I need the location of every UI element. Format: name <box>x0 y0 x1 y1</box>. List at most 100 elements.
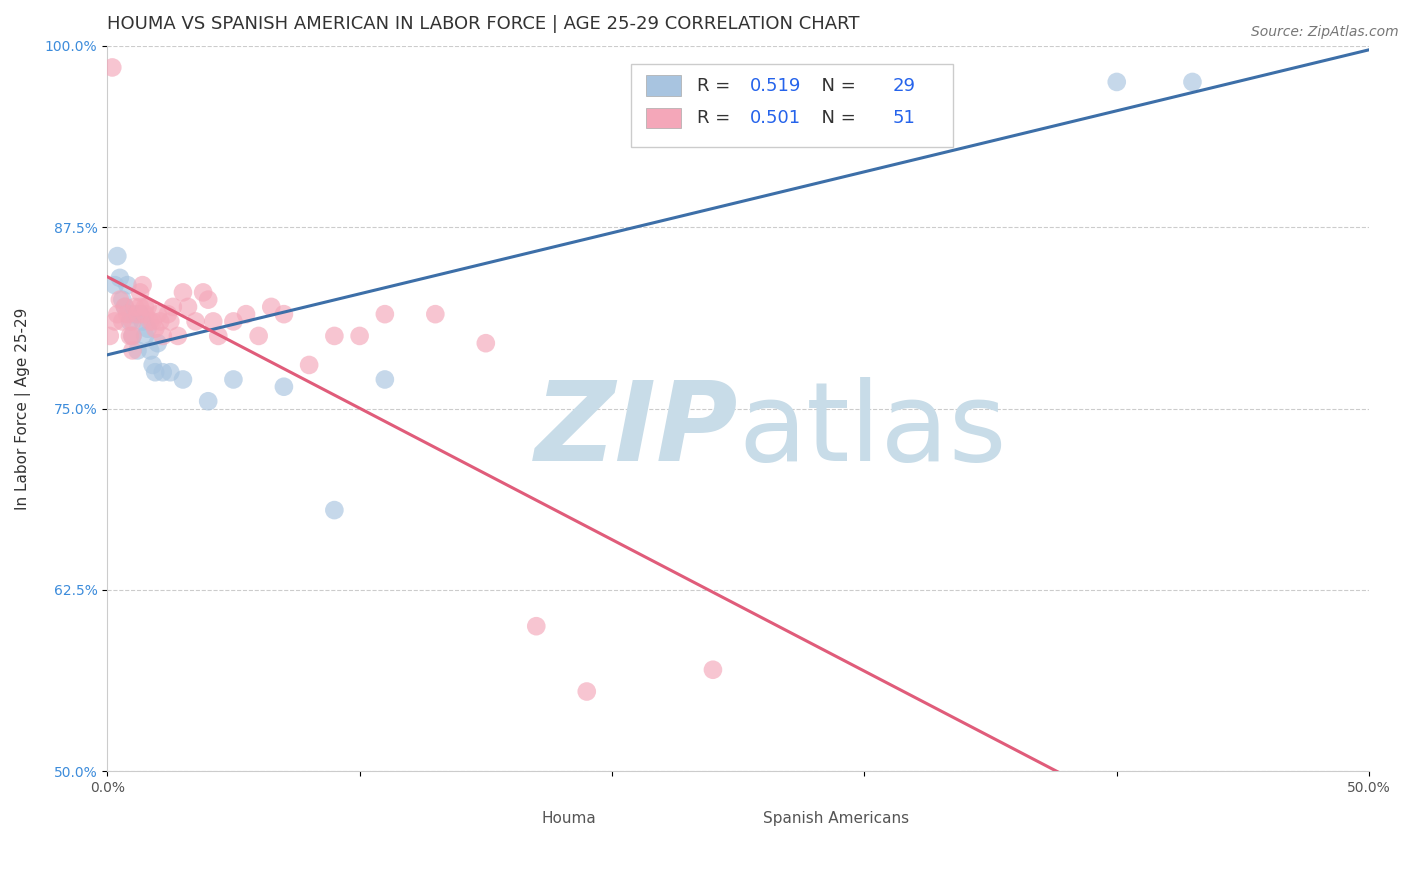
Point <box>177 300 200 314</box>
Point <box>117 307 139 321</box>
Point <box>114 300 136 314</box>
Point <box>134 329 156 343</box>
Point <box>191 285 214 300</box>
Point <box>118 314 141 328</box>
Point <box>273 380 295 394</box>
Point <box>146 336 169 351</box>
Point <box>197 293 219 307</box>
Point <box>104 314 127 328</box>
Point <box>149 314 172 328</box>
Point <box>524 619 547 633</box>
Point <box>121 343 143 358</box>
Point <box>172 372 194 386</box>
Point <box>374 372 396 386</box>
Point <box>202 314 225 328</box>
Point <box>121 307 143 321</box>
Text: N =: N = <box>810 109 862 128</box>
Point <box>152 329 174 343</box>
Point <box>111 314 134 328</box>
Point <box>374 307 396 321</box>
Point <box>129 307 152 321</box>
Point <box>156 307 179 321</box>
Point <box>172 285 194 300</box>
Text: ZIP: ZIP <box>534 376 738 483</box>
Point <box>142 358 165 372</box>
Text: 51: 51 <box>893 109 915 128</box>
Point <box>124 300 146 314</box>
Point <box>101 61 124 75</box>
FancyBboxPatch shape <box>492 810 530 828</box>
Point <box>105 307 128 321</box>
Point <box>222 372 245 386</box>
Text: R =: R = <box>696 109 735 128</box>
Point <box>167 329 190 343</box>
Y-axis label: In Labor Force | Age 25-29: In Labor Force | Age 25-29 <box>15 308 31 509</box>
Point <box>702 663 724 677</box>
Point <box>131 278 153 293</box>
Point <box>98 329 121 343</box>
Point <box>1181 75 1204 89</box>
Point <box>349 329 371 343</box>
Text: 0.501: 0.501 <box>749 109 800 128</box>
Point <box>207 329 229 343</box>
Point <box>929 75 952 89</box>
Point <box>111 293 134 307</box>
Point <box>159 365 181 379</box>
Point <box>121 329 143 343</box>
Point <box>475 336 498 351</box>
Point <box>298 358 321 372</box>
Text: atlas: atlas <box>738 376 1007 483</box>
Point <box>159 314 181 328</box>
FancyBboxPatch shape <box>713 810 751 828</box>
Text: R =: R = <box>696 77 735 95</box>
Text: Houma: Houma <box>541 811 596 826</box>
Point <box>129 285 152 300</box>
Point <box>121 314 143 328</box>
Point <box>323 329 346 343</box>
Point <box>162 300 184 314</box>
Point <box>117 278 139 293</box>
Point <box>127 343 149 358</box>
Point <box>114 300 136 314</box>
Point <box>134 300 156 314</box>
Point <box>425 307 447 321</box>
Point <box>247 329 270 343</box>
FancyBboxPatch shape <box>647 76 682 95</box>
Point <box>143 321 166 335</box>
Point <box>1105 75 1128 89</box>
Point <box>105 249 128 263</box>
Point <box>134 307 156 321</box>
Point <box>136 300 159 314</box>
Point <box>139 314 162 328</box>
Point <box>222 314 245 328</box>
Point <box>131 314 153 328</box>
Point <box>108 271 131 285</box>
Point <box>146 307 169 321</box>
Point <box>104 278 127 293</box>
Point <box>235 307 257 321</box>
Point <box>118 329 141 343</box>
Point <box>142 314 165 328</box>
Point <box>139 343 162 358</box>
Text: N =: N = <box>810 77 862 95</box>
Point <box>108 293 131 307</box>
Point <box>184 314 207 328</box>
Text: Source: ZipAtlas.com: Source: ZipAtlas.com <box>1251 25 1399 39</box>
Point <box>260 300 283 314</box>
Text: HOUMA VS SPANISH AMERICAN IN LABOR FORCE | AGE 25-29 CORRELATION CHART: HOUMA VS SPANISH AMERICAN IN LABOR FORCE… <box>107 15 859 33</box>
Point <box>323 503 346 517</box>
Point <box>152 365 174 379</box>
Point <box>136 321 159 335</box>
Text: 29: 29 <box>893 77 915 95</box>
FancyBboxPatch shape <box>631 64 953 147</box>
Point <box>197 394 219 409</box>
FancyBboxPatch shape <box>647 108 682 128</box>
Point <box>143 365 166 379</box>
Point <box>575 684 598 698</box>
Point <box>129 300 152 314</box>
Point <box>121 329 143 343</box>
Point <box>273 307 295 321</box>
Point <box>127 307 149 321</box>
Text: 0.519: 0.519 <box>749 77 801 95</box>
Text: Spanish Americans: Spanish Americans <box>763 811 910 826</box>
